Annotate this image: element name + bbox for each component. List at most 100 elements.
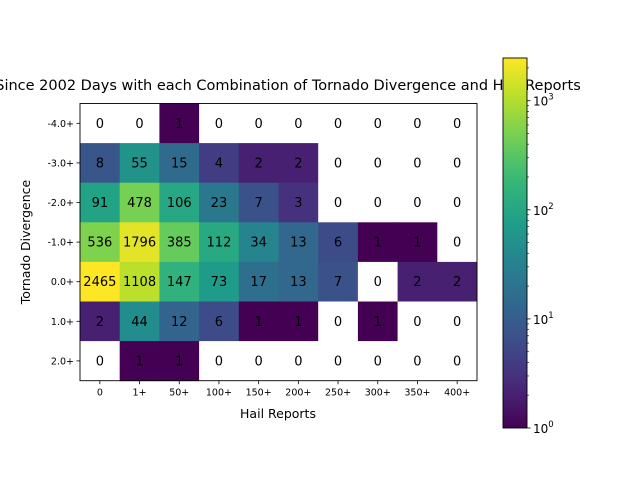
- plot-area: 0 0 1 0 0 0 0 0 0 08 55 15 4 2 2 0 0 0 091 478 106 23 7 3 0 0 0 053…: [79, 103, 478, 382]
- cell-value-label: 0: [96, 354, 104, 369]
- heatmap-cell: [278, 103, 319, 144]
- heatmap-cell: [397, 341, 438, 382]
- heatmap-cell: [119, 341, 160, 382]
- cell-value-label: 0: [413, 117, 421, 132]
- heatmap-cell: [437, 301, 478, 342]
- cell-value-label: 1: [175, 354, 183, 369]
- colorbar-tick-label: 102: [533, 202, 554, 218]
- heatmap-cell: [278, 341, 319, 382]
- cell-value-label: 0: [255, 117, 263, 132]
- heatmap-cell: [159, 261, 200, 302]
- cell-value-label: 15: [171, 156, 188, 171]
- heatmap-cell: [199, 222, 240, 263]
- colorbar-tick-label: 101: [533, 311, 554, 327]
- cell-value-label: 17: [250, 275, 267, 290]
- x-tick-label: 100+: [206, 388, 232, 399]
- heatmap-cell: [397, 222, 438, 263]
- heatmap-cell: [357, 341, 398, 382]
- heatmap-cell: [357, 261, 398, 302]
- heatmap-cell: [437, 222, 478, 263]
- heatmap-cell: [437, 261, 478, 302]
- heatmap-cell: [437, 182, 478, 223]
- cell-value-label: 2: [413, 275, 421, 290]
- heatmap-cell: [238, 222, 279, 263]
- heatmap-cell: [119, 222, 160, 263]
- cell-value-label: 0: [453, 196, 461, 211]
- heatmap-cell: [318, 182, 359, 223]
- heatmap-cell: [318, 301, 359, 342]
- y-tick-label: 2.0+: [51, 356, 74, 367]
- colorbar-frame: [502, 57, 528, 429]
- heatmap-cell: [159, 143, 200, 184]
- cell-value-label: 7: [334, 275, 342, 290]
- colorbar-gradient: [503, 58, 527, 428]
- heatmap-cell: [397, 143, 438, 184]
- cell-value-label: 112: [207, 236, 232, 251]
- heatmap-cell: [357, 182, 398, 223]
- cell-value-label: 0: [334, 315, 342, 330]
- y-tick-label: -2.0+: [48, 198, 75, 209]
- heatmap-cell: [397, 182, 438, 223]
- cell-value-label: 0: [374, 117, 382, 132]
- heatmap-cell: [80, 222, 121, 263]
- cell-value-label: 6: [334, 236, 342, 251]
- heatmap-cell: [238, 261, 279, 302]
- cell-value-label: 2: [255, 156, 263, 171]
- heatmap-cell: [80, 182, 121, 223]
- cell-value-label: 0: [413, 156, 421, 171]
- y-tick-label: 0.0+: [51, 277, 74, 288]
- cell-value-label: 2: [96, 315, 104, 330]
- cell-value-label: 0: [334, 156, 342, 171]
- cell-value-label: 0: [334, 196, 342, 211]
- cell-value-label: 0: [374, 275, 382, 290]
- y-tick-label: -4.0+: [48, 119, 75, 130]
- cell-value-label: 12: [171, 315, 188, 330]
- cell-value-label: 1108: [123, 275, 156, 290]
- cell-value-label: 34: [250, 236, 267, 251]
- y-axis-label: Tornado Divergence: [18, 179, 33, 305]
- heatmap-cell: [437, 143, 478, 184]
- heatmap-cell: [238, 182, 279, 223]
- x-axis: 0 1+ 50+ 100+ 150+ 200+ 250+ 300+ 350+ 400+: [97, 380, 470, 399]
- heatmap-cell: [199, 341, 240, 382]
- cell-value-label: 73: [211, 275, 228, 290]
- heatmap-cell: [159, 301, 200, 342]
- cell-value-label: 91: [92, 196, 109, 211]
- cell-value-label: 0: [294, 354, 302, 369]
- heatmap-cell: [278, 301, 319, 342]
- cell-value-label: 536: [87, 236, 112, 251]
- heatmap-cell: [437, 341, 478, 382]
- cell-value-label: 8: [96, 156, 104, 171]
- heatmap-cell: [318, 261, 359, 302]
- colorbar-tick-label: 100: [533, 420, 554, 436]
- cell-value-label: 385: [167, 236, 192, 251]
- cell-value-label: 0: [453, 315, 461, 330]
- heatmap-cell: [80, 103, 121, 144]
- cell-value-label: 0: [413, 315, 421, 330]
- heatmap-cell: [199, 301, 240, 342]
- heatmap-cell: [80, 341, 121, 382]
- cell-value-label: 1: [374, 236, 382, 251]
- cell-value-label: 0: [374, 354, 382, 369]
- x-tick-label: 0: [97, 388, 103, 399]
- cell-value-label: 0: [334, 354, 342, 369]
- cell-value-label: 3: [294, 196, 302, 211]
- cell-value-label: 0: [453, 236, 461, 251]
- cell-value-label: 0: [255, 354, 263, 369]
- heatmap-cell: [278, 143, 319, 184]
- x-tick-label: 50+: [169, 388, 189, 399]
- cell-value-label: 13: [290, 236, 307, 251]
- heatmap-cell: [159, 182, 200, 223]
- heatmap-cell: [397, 103, 438, 144]
- cell-value-label: 1: [413, 236, 421, 251]
- cell-value-label: 0: [374, 196, 382, 211]
- heatmap-cell: [119, 182, 160, 223]
- cell-value-label: 1796: [123, 236, 156, 251]
- colorbar: 100 101 102 103: [502, 57, 554, 436]
- cell-value-label: 23: [211, 196, 228, 211]
- heatmap-cell: [278, 182, 319, 223]
- x-tick-label: 400+: [444, 388, 470, 399]
- heatmap-cell: [238, 341, 279, 382]
- heatmap-cell: [238, 103, 279, 144]
